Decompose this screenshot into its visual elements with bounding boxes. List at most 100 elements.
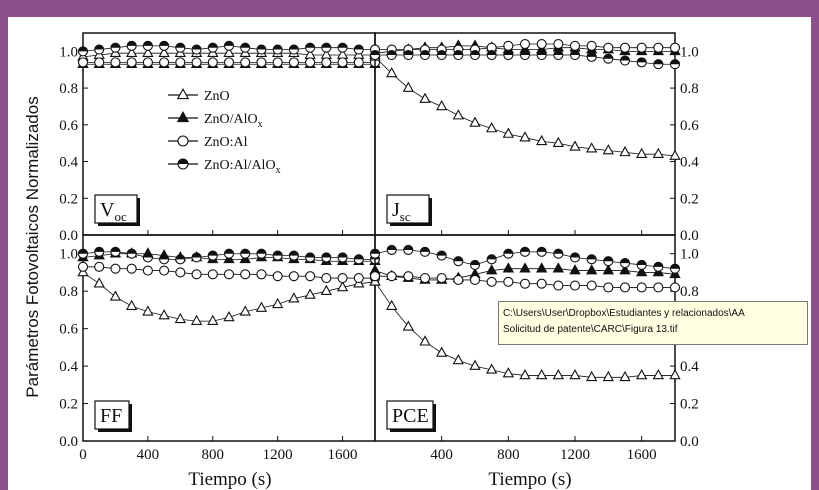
data-point (619, 258, 631, 269)
x-axis-title-left: Tiempo (s) (188, 469, 271, 490)
y-tick-label: 0.0 (680, 228, 699, 244)
data-point-fill (354, 254, 364, 260)
data-point-fill (370, 50, 380, 56)
data-point (619, 282, 631, 293)
data-point (288, 250, 299, 261)
data-point (255, 301, 268, 312)
data-point-fill (570, 50, 580, 56)
x-tick-label: 400 (137, 447, 160, 463)
data-point-fill (78, 46, 88, 52)
data-point (503, 248, 514, 259)
y-tick-label: 1.0 (680, 44, 699, 60)
data-point (126, 263, 137, 274)
series-zno-al-alox (77, 246, 381, 265)
data-point (503, 40, 514, 51)
y-tick-label: 1.0 (680, 247, 699, 263)
data-point (77, 46, 89, 57)
data-point (536, 134, 548, 146)
data-point (126, 299, 138, 310)
data-point (191, 252, 202, 263)
x-tick-label: 800 (202, 447, 225, 463)
data-point-fill (159, 41, 169, 46)
data-point-fill (453, 50, 463, 56)
data-point (142, 252, 153, 263)
data-point (353, 57, 364, 68)
data-point (93, 277, 105, 288)
data-point (586, 280, 597, 291)
data-point (636, 266, 648, 277)
y-tick-label: 0.0 (59, 434, 78, 450)
data-point (419, 246, 431, 257)
y-tick-label: 1.0 (59, 44, 78, 60)
data-point (502, 367, 514, 378)
data-point-fill (159, 254, 169, 260)
data-point (337, 42, 348, 53)
panel-label-box (94, 400, 130, 430)
data-point (519, 262, 531, 273)
series-zno-al (369, 271, 681, 293)
series-zno (369, 50, 681, 160)
data-point (436, 346, 448, 357)
data-point (207, 42, 218, 53)
data-point-fill (403, 50, 413, 56)
data-point (191, 44, 202, 55)
data-point (207, 269, 218, 280)
data-point (536, 369, 548, 380)
y-tick-label: 0.4 (680, 359, 699, 375)
x-tick-label: 1200 (263, 447, 293, 463)
data-point (321, 42, 332, 53)
data-point (321, 57, 332, 68)
data-point (669, 59, 681, 70)
data-point (403, 49, 414, 61)
data-point-fill (240, 43, 250, 48)
data-point (94, 44, 105, 55)
data-point-fill (587, 52, 597, 57)
data-point (126, 40, 137, 51)
data-point (240, 248, 251, 259)
data-point (519, 49, 531, 61)
data-point (452, 354, 464, 365)
data-point-fill (387, 50, 397, 56)
data-point (519, 38, 531, 50)
data-point-fill (387, 245, 397, 250)
data-point (603, 53, 614, 64)
data-point (502, 127, 514, 138)
legend-entry-zno-alox: ZnO/AlOx (168, 110, 263, 130)
data-point (256, 269, 267, 280)
data-point (653, 261, 664, 272)
data-point-fill (175, 254, 185, 260)
data-point (142, 57, 153, 68)
data-point (110, 42, 121, 53)
data-point (353, 254, 364, 265)
data-point (636, 282, 647, 293)
data-point (636, 369, 648, 380)
data-point-fill (553, 50, 563, 56)
data-point (256, 248, 267, 259)
y-tick-label: 0.6 (59, 322, 78, 338)
data-point-fill (520, 50, 530, 56)
x-tick-label: 1200 (560, 447, 590, 463)
data-point (552, 136, 564, 147)
data-point (337, 57, 348, 68)
data-point (586, 40, 597, 51)
data-point (142, 46, 154, 57)
data-point-fill (175, 43, 185, 48)
data-point (403, 244, 414, 256)
data-point (586, 370, 598, 382)
data-point (653, 42, 664, 53)
data-point (469, 259, 481, 271)
data-point (207, 314, 219, 325)
data-point-fill (470, 50, 480, 56)
data-point (669, 263, 681, 274)
data-point (586, 254, 597, 265)
data-point-fill (603, 54, 613, 59)
data-point (321, 273, 332, 284)
data-point (336, 280, 349, 292)
data-point-fill (256, 249, 266, 254)
data-point (94, 261, 105, 272)
data-point (223, 248, 235, 259)
data-point (256, 44, 267, 55)
data-point (272, 57, 283, 68)
data-point (402, 81, 414, 92)
